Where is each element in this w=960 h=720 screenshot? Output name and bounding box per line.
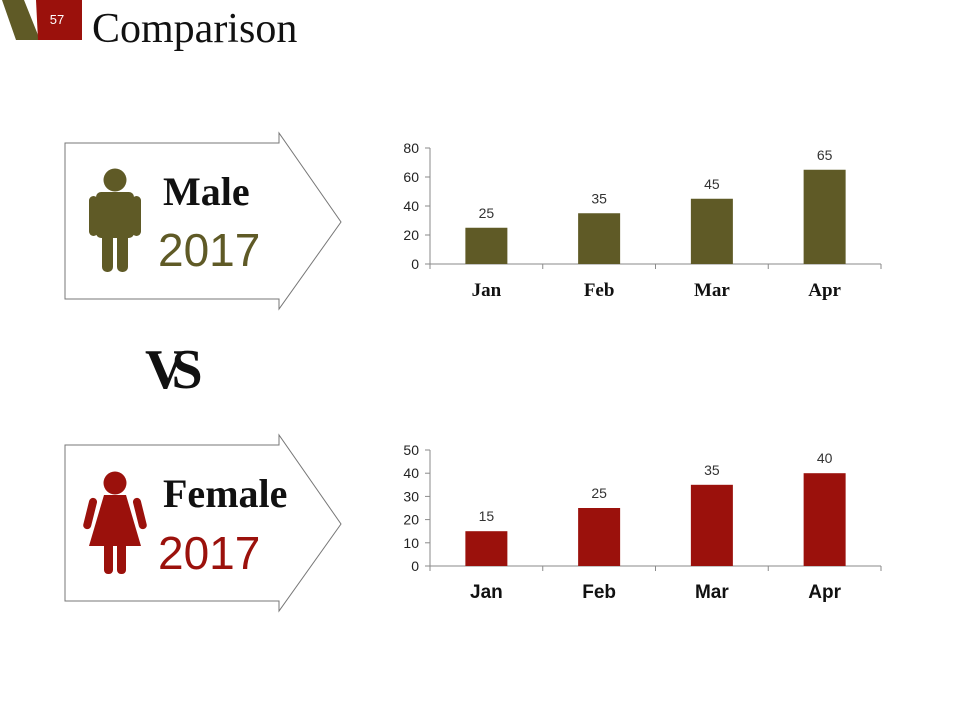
header-olive-stripe	[2, 0, 40, 40]
male-data-label-jan: 25	[479, 205, 495, 221]
male-data-label-feb: 35	[591, 190, 607, 206]
male-y-tick-label: 20	[403, 227, 419, 243]
female-bar-feb	[578, 508, 621, 566]
male-arrow-shape	[64, 131, 342, 311]
female-bar-mar	[690, 484, 733, 566]
female-category-label-apr: Apr	[808, 582, 841, 603]
page-title: Comparison	[92, 6, 298, 52]
female-data-label-apr: 40	[817, 450, 833, 466]
female-category-label-mar: Mar	[695, 582, 729, 603]
female-person-icon	[83, 471, 147, 574]
male-label: Male	[163, 169, 250, 214]
male-category-label-mar: Mar	[694, 280, 730, 301]
female-category-label-jan: Jan	[470, 582, 503, 603]
male-bar-chart: 0 20 40 60 80 25 Jan 35 Feb 45 Mar 65 Apr	[403, 140, 882, 301]
male-category-label-feb: Feb	[584, 280, 615, 301]
female-arrow-panel	[64, 433, 342, 613]
female-arrow-shape	[64, 433, 342, 613]
header-decoration	[2, 0, 82, 40]
male-bar-jan	[465, 227, 508, 264]
slide-number: 57	[49, 12, 65, 27]
vs-label: VS	[145, 339, 202, 401]
female-data-label-jan: 15	[479, 508, 495, 524]
male-data-label-mar: 45	[704, 176, 720, 192]
female-y-tick-label: 10	[403, 535, 419, 551]
female-bar-jan	[465, 531, 508, 566]
female-y-tick-label: 20	[403, 512, 419, 528]
male-bar-apr	[803, 169, 846, 264]
male-category-label-apr: Apr	[808, 280, 841, 301]
female-year: 2017	[158, 527, 261, 579]
male-y-tick-label: 60	[403, 169, 419, 185]
female-bar-apr	[803, 473, 846, 566]
female-y-tick-label: 30	[403, 488, 419, 504]
male-person-icon	[89, 168, 141, 272]
male-category-label-jan: Jan	[472, 280, 502, 301]
female-data-label-mar: 35	[704, 462, 720, 478]
female-bar-chart: 0 10 20 30 40 50 15 Jan 25 Feb 35 Mar 40 Apr	[403, 442, 882, 603]
male-y-tick-label: 40	[403, 198, 419, 214]
female-category-label-feb: Feb	[582, 582, 616, 603]
female-y-tick-label: 50	[403, 442, 419, 458]
male-bar-feb	[578, 213, 621, 264]
male-bar-mar	[690, 198, 733, 264]
female-y-tick-label: 0	[411, 558, 419, 574]
header-red-block	[36, 0, 82, 40]
female-label: Female	[163, 471, 288, 516]
male-y-tick-label: 80	[403, 140, 419, 156]
male-arrow-panel	[64, 131, 342, 311]
female-data-label-feb: 25	[591, 485, 607, 501]
female-y-tick-label: 40	[403, 465, 419, 481]
male-data-label-apr: 65	[817, 147, 833, 163]
male-year: 2017	[158, 224, 261, 276]
male-y-tick-label: 0	[411, 256, 419, 272]
